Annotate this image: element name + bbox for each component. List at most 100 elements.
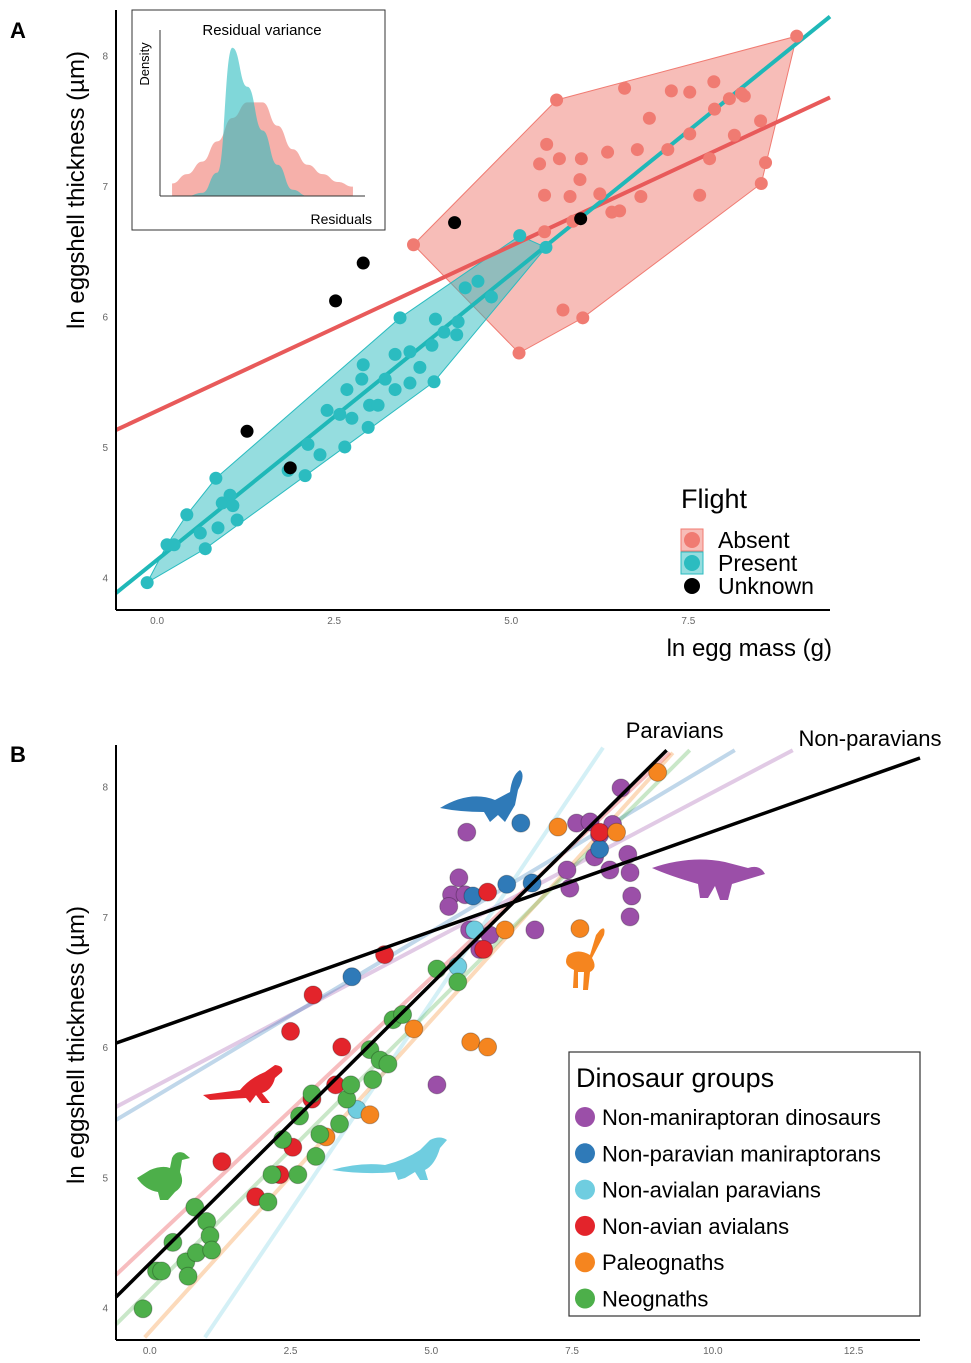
point (574, 152, 588, 166)
point (759, 156, 773, 170)
legend-label: Non-maniraptoran dinosaurs (602, 1105, 881, 1130)
point (355, 372, 369, 386)
legend-title: Dinosaur groups (576, 1063, 774, 1093)
point (754, 176, 768, 190)
point (167, 538, 181, 552)
x-tick-label: 2.5 (284, 1346, 298, 1357)
point (622, 886, 642, 906)
x-tick-label: 5.0 (504, 616, 518, 627)
point (310, 1124, 330, 1144)
legend-title: Flight (681, 484, 748, 514)
point (478, 1037, 498, 1057)
fit-line (143, 751, 675, 1339)
point (683, 85, 697, 99)
legend-marker (575, 1252, 595, 1273)
point (458, 281, 472, 295)
point (590, 839, 610, 859)
point (448, 216, 462, 230)
point (427, 1075, 447, 1095)
point (329, 294, 343, 308)
point (727, 128, 741, 142)
legend-label: Present (718, 550, 798, 576)
point (556, 303, 570, 317)
point (360, 1105, 380, 1125)
point (403, 345, 417, 359)
point (620, 863, 640, 883)
legend-label: Paleognaths (602, 1250, 724, 1275)
legend-marker (684, 555, 700, 571)
point (361, 420, 375, 434)
point (185, 1197, 205, 1217)
panel-label: B (10, 742, 26, 767)
point (202, 1240, 222, 1260)
point (525, 920, 545, 940)
x-tick-label: 5.0 (424, 1346, 438, 1357)
point (664, 84, 678, 98)
point (393, 311, 407, 325)
point (511, 813, 531, 833)
y-tick-label: 6 (102, 1043, 108, 1054)
point (548, 817, 568, 837)
legend-marker (575, 1143, 595, 1164)
point (573, 173, 587, 187)
point (540, 137, 554, 151)
point (618, 81, 632, 95)
point (512, 346, 526, 360)
point (722, 92, 736, 106)
legend-marker (575, 1179, 595, 1200)
point (298, 469, 312, 483)
inset-y-label: Density (137, 42, 152, 86)
point (378, 1054, 398, 1074)
x-tick-label: 10.0 (703, 1346, 723, 1357)
y-tick-label: 6 (102, 313, 108, 324)
point (550, 93, 564, 107)
point (437, 325, 451, 339)
point (223, 488, 237, 502)
point (404, 1019, 424, 1039)
point (313, 448, 327, 462)
legend-label: Unknown (718, 573, 814, 599)
x-tick-label: 7.5 (565, 1346, 579, 1357)
point (338, 440, 352, 454)
point (495, 920, 515, 940)
point (193, 526, 207, 540)
y-tick-label: 4 (102, 1303, 108, 1314)
point (451, 315, 465, 329)
point (513, 229, 527, 243)
point (388, 383, 402, 397)
point (427, 959, 447, 979)
point (449, 868, 469, 888)
point (198, 542, 212, 556)
point (211, 521, 225, 535)
silhouette (203, 1065, 283, 1103)
point (683, 127, 697, 141)
x-axis-label: ln egg mass (g) (667, 635, 832, 662)
legend-marker (575, 1215, 595, 1236)
point (570, 919, 590, 939)
point (593, 187, 607, 201)
point (601, 145, 615, 159)
point (708, 102, 722, 116)
point (330, 1114, 350, 1134)
point (497, 874, 517, 894)
point (342, 967, 362, 987)
point (630, 143, 644, 157)
point (707, 75, 721, 89)
point (288, 1165, 308, 1185)
y-axis-label: ln eggshell thickness (µm) (63, 906, 90, 1184)
fit-line (115, 748, 794, 1109)
point (413, 360, 427, 374)
point (538, 188, 552, 202)
y-tick-label: 8 (102, 52, 108, 63)
point (448, 972, 468, 992)
legend-label: Non-avian avialans (602, 1214, 789, 1239)
inset-x-label: Residuals (311, 211, 372, 227)
plot-area (114, 746, 921, 1339)
point (790, 29, 804, 43)
legend-marker (575, 1107, 595, 1127)
point (226, 499, 240, 513)
point (152, 1261, 172, 1281)
point (180, 508, 194, 522)
point (407, 238, 420, 252)
